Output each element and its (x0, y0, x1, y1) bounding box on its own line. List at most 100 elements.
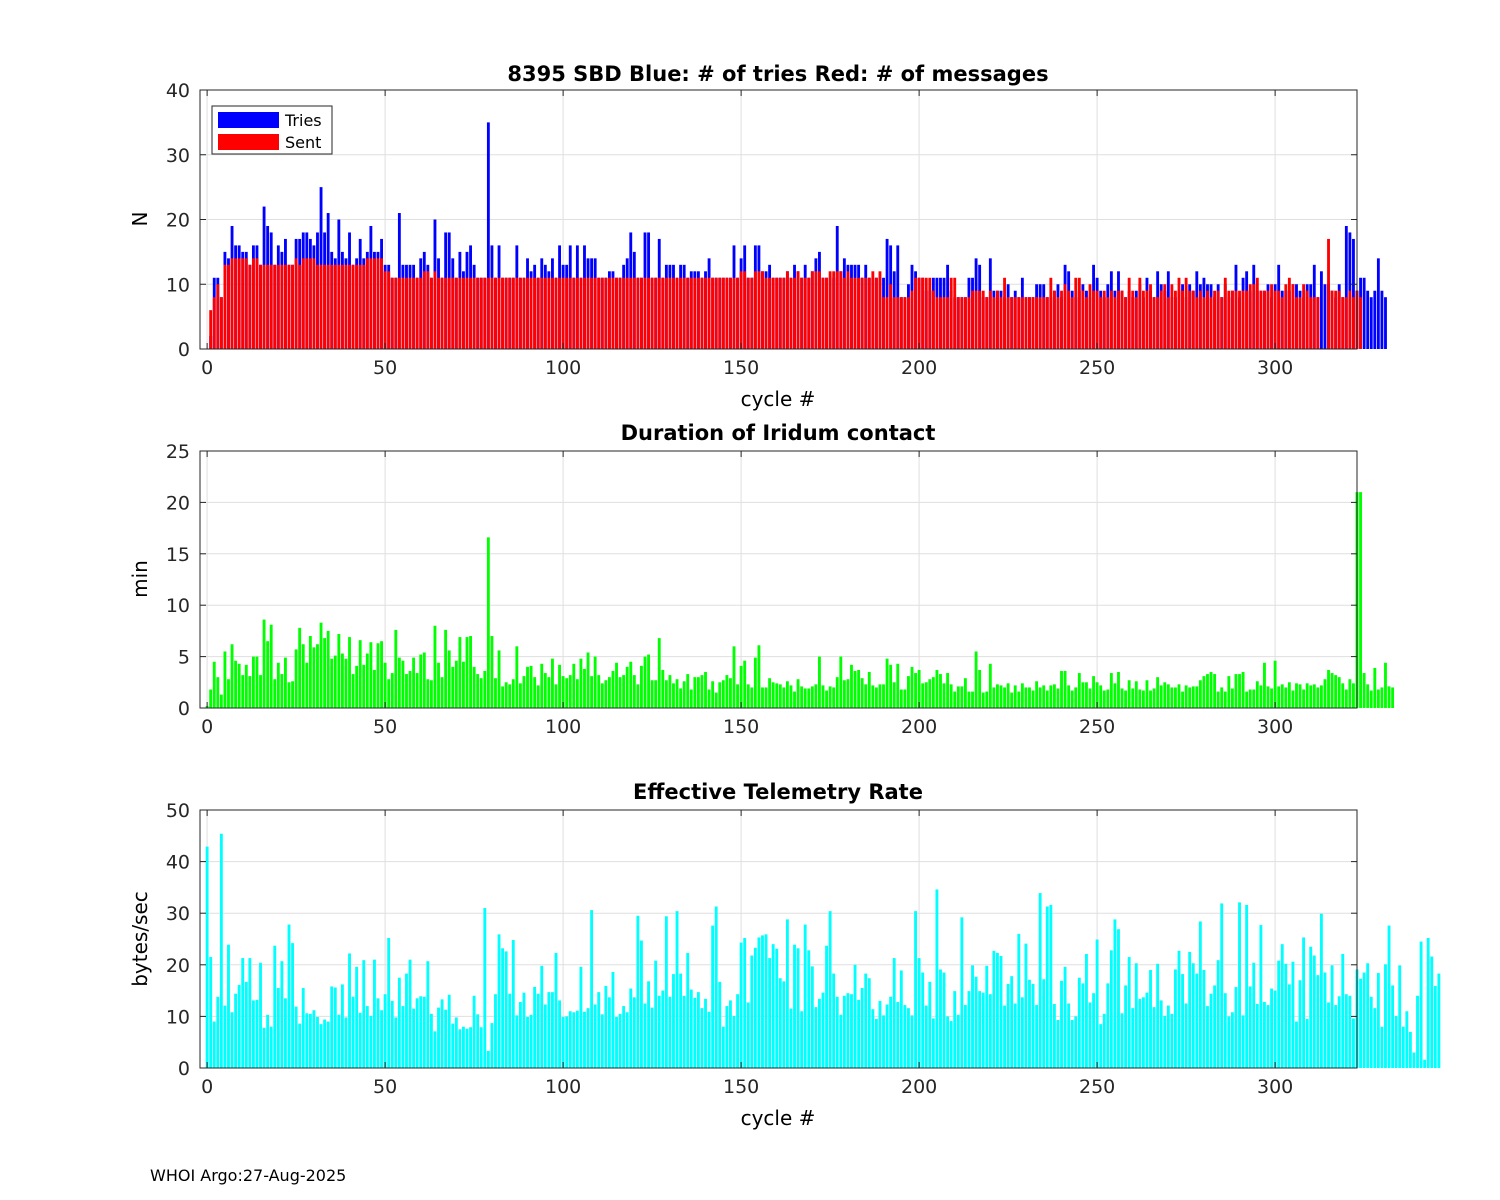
duration-bar (1380, 687, 1384, 708)
rate-bar (351, 996, 355, 1068)
rate-bar (1412, 1052, 1416, 1068)
rate-bar (444, 1009, 448, 1068)
sent-bar (718, 277, 722, 349)
rate-bar (1045, 906, 1049, 1068)
duration-bar (508, 684, 512, 708)
rate-bar (1024, 943, 1028, 1068)
rate-bar (842, 995, 846, 1068)
sent-bar (490, 277, 494, 349)
sent-bar (668, 277, 672, 349)
rate-bar (743, 937, 747, 1068)
sent-bar (1337, 290, 1341, 349)
duration-bar (1099, 685, 1103, 708)
duration-bar (1092, 676, 1095, 708)
rate-bar (942, 972, 946, 1068)
sent-bar (518, 277, 522, 349)
duration-bar (494, 678, 497, 708)
sent-bar (1245, 290, 1249, 349)
rate-bar (1227, 1016, 1231, 1068)
rate-bar (387, 937, 391, 1068)
rate-bar (348, 953, 351, 1068)
duration-bar (721, 680, 725, 708)
sent-bar (276, 264, 280, 349)
sent-bar (1266, 290, 1270, 349)
duration-bar (298, 627, 302, 708)
rate-bar (1060, 980, 1063, 1068)
duration-bar (383, 662, 387, 708)
sent-bar (1070, 297, 1074, 349)
duration-bar (333, 655, 337, 708)
duration-bar (426, 679, 430, 708)
sent-bar (426, 271, 430, 349)
sent-bar (344, 264, 348, 349)
rate-bar (547, 992, 551, 1068)
rate-bar (504, 951, 508, 1068)
duration-bar (1106, 689, 1110, 708)
rate-bar (935, 889, 939, 1068)
rate-bar (237, 984, 241, 1068)
rate-bar (323, 1019, 327, 1068)
sent-bar (305, 258, 309, 349)
rate-bar (1305, 1018, 1309, 1068)
duration-bar (551, 658, 554, 708)
rate-bar (1049, 904, 1053, 1068)
sent-bar (1230, 290, 1234, 349)
rate-bar (1280, 944, 1284, 1068)
duration-bar (1017, 691, 1021, 708)
rate-bar (1273, 990, 1277, 1068)
sent-bar (1273, 290, 1277, 349)
tries-bar (1319, 271, 1323, 349)
rate-bar (860, 988, 864, 1068)
rate-bar (814, 1007, 818, 1068)
duration-bar (1337, 677, 1341, 708)
sent-bar (1227, 290, 1231, 349)
x-axis-label: cycle # (741, 1106, 816, 1130)
x-tick-label: 100 (545, 716, 581, 738)
rate-bar (629, 988, 633, 1068)
sent-bar (1138, 277, 1142, 349)
tries-bar (1369, 297, 1373, 349)
duration-bar (287, 682, 291, 708)
rate-bar (721, 1026, 725, 1068)
rate-bar (682, 995, 686, 1068)
duration-bar (561, 676, 565, 708)
duration-bar (618, 677, 622, 708)
duration-bar (1045, 690, 1049, 708)
rate-bar (963, 1005, 967, 1068)
rate-bar (939, 969, 942, 1068)
rate-bar (415, 998, 419, 1068)
sent-bar (835, 271, 839, 349)
sent-bar (757, 271, 761, 349)
sent-bar (746, 277, 750, 349)
sent-bar (1188, 290, 1192, 349)
sent-bar (1202, 297, 1206, 349)
duration-bar (988, 663, 992, 708)
rate-bar (1391, 985, 1395, 1068)
rate-bar (1074, 1016, 1078, 1068)
rate-bar (686, 952, 690, 1068)
sent-bar (693, 277, 697, 349)
sent-bar (504, 277, 508, 349)
rate-bar (586, 1008, 590, 1068)
sent-bar (1117, 290, 1120, 349)
duration-bar (1163, 682, 1167, 708)
duration-bar (465, 637, 469, 708)
sent-bar (914, 277, 917, 349)
y-tick-label: 10 (166, 1006, 190, 1028)
sent-bar (707, 277, 711, 349)
duration-bar (832, 687, 836, 708)
duration-bar (1031, 690, 1035, 708)
duration-bar (212, 661, 216, 708)
rate-bar (903, 1005, 907, 1068)
rate-bar (1141, 997, 1145, 1068)
duration-bar (672, 683, 675, 708)
sent-bar (949, 277, 953, 349)
duration-bar (1316, 687, 1320, 708)
rate-bar (575, 1010, 579, 1068)
duration-bar (1319, 685, 1323, 708)
duration-bar (771, 682, 775, 708)
sent-bar (1248, 284, 1252, 349)
rate-bar (796, 948, 800, 1068)
sent-bar (1077, 277, 1081, 349)
duration-bar (330, 658, 334, 708)
